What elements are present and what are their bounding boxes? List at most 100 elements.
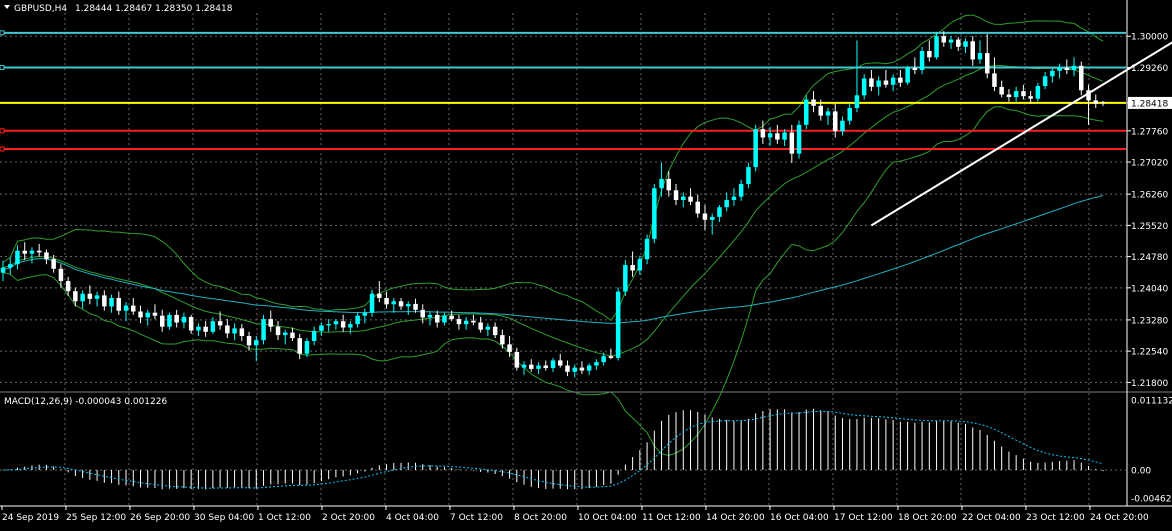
candle-body (840, 120, 845, 132)
candle-body (254, 340, 259, 346)
candle-body (275, 326, 281, 336)
candle-body (319, 325, 324, 331)
candle-body (529, 364, 534, 369)
time-axis-label: 18 Oct 20:00 (898, 513, 957, 523)
candle-body (579, 367, 585, 371)
candle-body (644, 238, 650, 260)
time-axis-label: 2 Oct 20:00 (322, 513, 375, 523)
candle-body (724, 200, 729, 208)
candle-body (1013, 91, 1019, 97)
candle-body (152, 312, 158, 316)
time-axis-label: 24 Sep 2019 (2, 513, 59, 523)
candle-body (507, 344, 512, 352)
time-axis-label: 7 Oct 12:00 (450, 513, 503, 523)
candle-body (340, 321, 346, 328)
candle-body (239, 328, 245, 336)
candle-body (572, 367, 577, 372)
triangle-down-icon[interactable] (4, 5, 10, 9)
candle-body (167, 314, 172, 327)
candle-body (94, 295, 100, 299)
candle-body (65, 281, 71, 292)
candle-body (196, 326, 201, 331)
price-axis-label: 1.30000 (1131, 33, 1168, 43)
candle-body (116, 298, 121, 311)
time-axis-label: 26 Sep 20:00 (130, 513, 190, 523)
candle-body (594, 362, 599, 366)
candle-body (290, 332, 295, 339)
level-handle[interactable] (0, 64, 5, 70)
candle-body (1100, 101, 1106, 103)
candle-body (22, 250, 27, 254)
candle-body (1064, 67, 1070, 70)
candle-body (789, 132, 795, 154)
candle-body (811, 99, 816, 106)
candle-body (1006, 94, 1012, 97)
macd-axis-label: 0.00 (1131, 467, 1151, 477)
candle-body (731, 196, 737, 200)
time-axis-label: 16 Oct 04:00 (770, 513, 829, 523)
horizontal-levels[interactable] (0, 30, 1126, 152)
symbol-caption: GBPUSD,H4 (14, 4, 67, 14)
candle-body (1035, 86, 1041, 99)
candle-body (232, 328, 237, 334)
candle-body (80, 293, 85, 302)
candle-body (8, 264, 13, 268)
candle-body (890, 77, 896, 85)
candle-body (876, 80, 881, 87)
level-handle[interactable] (0, 146, 5, 152)
candle-body (1050, 70, 1055, 77)
level-handle[interactable] (0, 30, 5, 36)
candle-body (442, 315, 447, 323)
bollinger-upper-line (2, 14, 1104, 322)
candle-body (514, 352, 520, 368)
bollinger-bands (2, 14, 1104, 457)
candle-body (753, 129, 758, 168)
candle-body (985, 53, 990, 74)
candle-body (203, 326, 208, 332)
price-axis-label: 1.24040 (1131, 284, 1168, 294)
candle-body (1021, 91, 1026, 97)
candle-body (326, 324, 331, 326)
candle-body (1042, 76, 1048, 86)
candle-body (123, 305, 129, 311)
candle-body (58, 268, 64, 281)
candle-body (427, 314, 433, 318)
trendline-group[interactable] (870, 0, 1172, 227)
candle-body (51, 259, 56, 269)
candle-body (297, 338, 302, 354)
trendline[interactable] (870, 0, 1172, 227)
candle-body (398, 301, 404, 307)
candle-body (225, 325, 230, 334)
price-axis-label: 1.27020 (1131, 159, 1168, 169)
candle-body (630, 265, 635, 271)
candle-body (710, 216, 715, 220)
candle-body (102, 295, 107, 307)
candle-body (485, 326, 491, 330)
candle-body (268, 319, 273, 327)
candle-body (210, 321, 216, 332)
bollinger-lower-line (2, 106, 1104, 457)
candle-body (36, 250, 42, 253)
candle-body (1093, 100, 1098, 104)
candle-body (601, 356, 606, 363)
candle-body (666, 178, 671, 191)
candle-body (775, 133, 780, 140)
candle-body (695, 201, 700, 214)
candle-body (181, 317, 187, 323)
candle-body (261, 319, 266, 341)
price-axis-label: 1.27760 (1131, 127, 1168, 137)
candle-body (174, 314, 179, 323)
candle-body (804, 99, 809, 125)
bollinger-middle-line (2, 64, 1104, 357)
candle-body (0, 267, 6, 273)
candle-body (283, 332, 288, 336)
candle-body (702, 213, 708, 220)
candle-body (586, 365, 592, 371)
candle-body (333, 321, 339, 325)
candle-body (652, 188, 657, 239)
level-handle[interactable] (0, 128, 5, 134)
candle-body (738, 184, 744, 197)
price-axis-label: 1.24780 (1131, 253, 1168, 263)
